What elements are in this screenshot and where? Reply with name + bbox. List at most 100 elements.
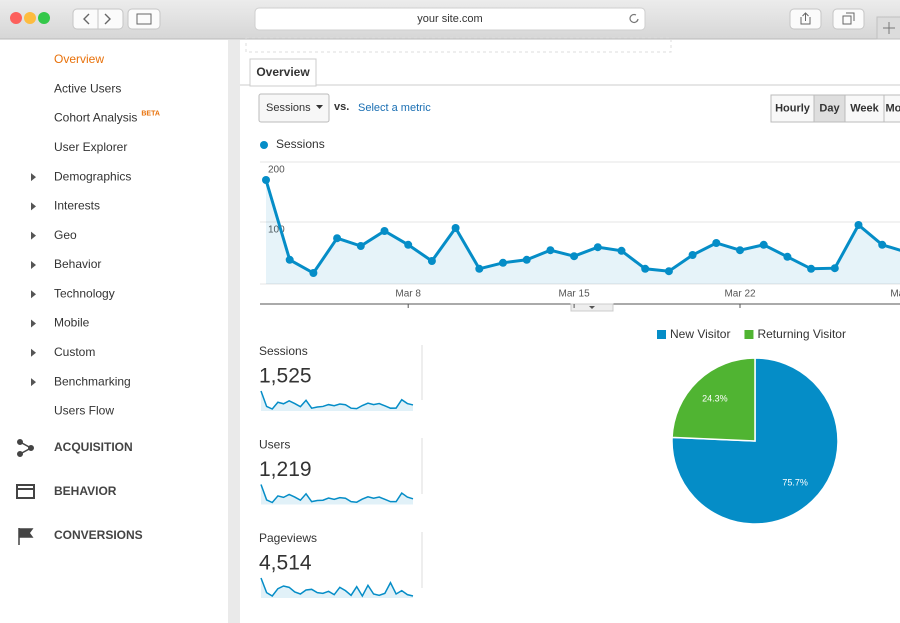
close-button[interactable] <box>10 12 22 24</box>
point <box>759 240 768 249</box>
legend-label: New Visitor <box>670 327 730 341</box>
metric-value: 1,525 <box>259 365 312 388</box>
point <box>688 251 697 259</box>
nav-item[interactable]: Interests <box>54 199 100 213</box>
expand-arrow <box>31 290 36 299</box>
behavior-icon <box>16 484 35 499</box>
sparkline <box>260 484 414 504</box>
url: your site.com <box>417 13 482 25</box>
point <box>570 252 579 261</box>
point <box>262 176 270 184</box>
point <box>664 267 673 276</box>
legend-swatch <box>744 330 754 339</box>
point <box>522 255 531 264</box>
nav-section[interactable]: ACQUISITION <box>54 440 133 454</box>
point <box>641 264 650 273</box>
tabs-icon <box>842 12 855 25</box>
y-tick-label: 200 <box>268 165 285 176</box>
expand-arrow <box>31 319 36 328</box>
legend-label: Sessions <box>276 137 325 151</box>
nav-item[interactable]: Benchmarking <box>54 374 131 388</box>
granularity-label: Hourly <box>775 102 811 114</box>
metric-label: Sessions <box>266 102 311 114</box>
vs-label: vs. <box>334 101 349 113</box>
segment-box <box>245 37 672 53</box>
point <box>427 257 436 265</box>
x-tick-label: Mar 22 <box>724 289 756 300</box>
y-tick-label: 100 <box>268 225 285 236</box>
point <box>499 258 507 267</box>
granularity-label: Day <box>819 102 840 114</box>
pie-slice <box>671 357 756 442</box>
granularity-button[interactable] <box>844 94 885 123</box>
nav-item[interactable]: Geo <box>54 228 77 242</box>
address-bar[interactable] <box>254 7 646 31</box>
nav-section[interactable]: BEHAVIOR <box>54 484 117 498</box>
legend-marker <box>260 141 268 149</box>
nav-item[interactable]: Demographics <box>54 169 131 183</box>
point <box>546 246 555 255</box>
point <box>333 234 342 243</box>
point <box>356 242 365 250</box>
nav-item[interactable]: Behavior <box>54 257 101 271</box>
area <box>266 180 900 284</box>
zoom-button[interactable] <box>38 12 50 24</box>
beta-badge: BETA <box>141 110 160 117</box>
nav-item[interactable]: Users Flow <box>54 404 114 418</box>
plus-icon <box>883 22 895 34</box>
sparkline-area <box>261 578 413 598</box>
tabs-button[interactable] <box>832 8 865 30</box>
granularity-button[interactable] <box>813 94 846 123</box>
point <box>807 264 816 273</box>
point <box>830 264 839 273</box>
expand-arrow <box>31 348 36 357</box>
nav-item[interactable]: Technology <box>54 286 115 300</box>
sidebar-icon <box>136 13 152 25</box>
expand-arrow <box>31 173 36 182</box>
section-icons <box>16 439 35 545</box>
conversions-icon <box>18 528 34 545</box>
x-tick-label: Mar 8 <box>395 289 421 300</box>
nav-arrows <box>83 13 111 25</box>
tab[interactable] <box>249 58 317 87</box>
expand-arrow <box>31 378 36 387</box>
reload-icon[interactable] <box>629 13 639 24</box>
x-tick-label: Mar 15 <box>559 289 591 300</box>
nav-item[interactable]: Overview <box>54 52 104 66</box>
dropdown-caret <box>316 105 323 109</box>
x-tick-label: Mar 29 <box>890 289 900 300</box>
point <box>309 269 318 277</box>
slice-label: 24.3% <box>702 393 728 403</box>
sidebar <box>0 40 228 623</box>
metric-value: 1,219 <box>259 458 312 481</box>
nav-item[interactable]: User Explorer <box>54 140 127 154</box>
nav-item[interactable]: Cohort Analysis <box>54 111 137 125</box>
nav-item[interactable]: Active Users <box>54 81 121 95</box>
point <box>451 224 460 232</box>
expand-arrow <box>31 260 36 269</box>
acquisition-icon <box>19 441 33 455</box>
point <box>404 240 413 249</box>
sidebar-toggle[interactable] <box>127 8 161 30</box>
metric-value: 4,514 <box>259 552 312 575</box>
share-icon <box>800 12 811 25</box>
point <box>617 246 626 255</box>
sidebar-gutter <box>228 40 240 623</box>
tab-label: Overview <box>256 65 310 79</box>
granularity-button[interactable] <box>883 94 900 123</box>
nav-section[interactable]: CONVERSIONS <box>54 528 143 542</box>
nav-item[interactable]: Mobile <box>54 316 90 330</box>
nav-item[interactable]: Custom <box>54 345 95 359</box>
metric-dropdown[interactable] <box>258 93 330 123</box>
point <box>475 264 484 273</box>
metric-name: Pageviews <box>259 531 317 545</box>
minimize-button[interactable] <box>24 12 36 24</box>
compare-link[interactable]: Select a metric <box>358 102 431 114</box>
point <box>593 243 602 252</box>
point <box>854 221 863 229</box>
granularity-button[interactable] <box>770 94 815 123</box>
metric-name: Users <box>259 438 290 452</box>
point <box>878 240 887 249</box>
